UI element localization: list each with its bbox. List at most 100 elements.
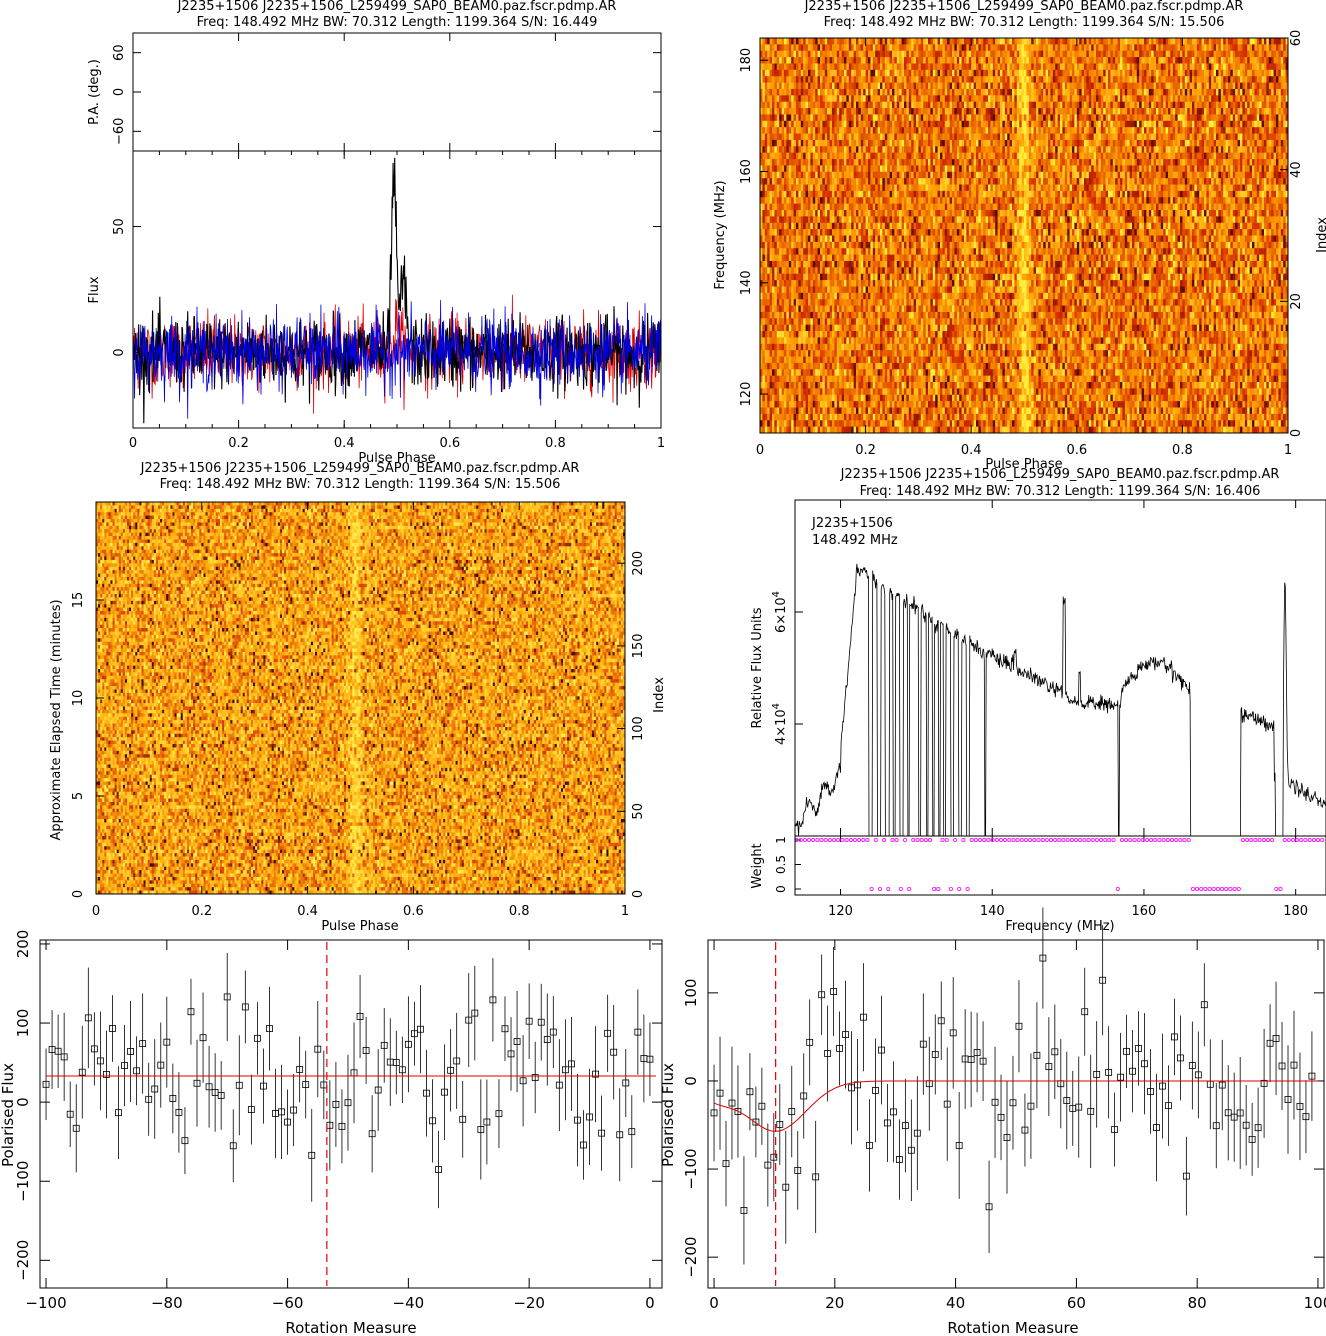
freq-phase-cell: [1280, 76, 1284, 83]
freq-phase-cell: [1132, 165, 1135, 173]
freq-phase-cell: [853, 139, 857, 147]
freq-phase-cell: [1117, 165, 1121, 173]
freq-phase-cell: [772, 63, 775, 71]
freq-phase-cell: [1280, 38, 1284, 45]
freq-phase-cell: [810, 108, 814, 115]
freq-phase-cell: [1096, 38, 1099, 45]
freq-phase-cell: [1271, 69, 1274, 77]
freq-phase-cell: [1244, 95, 1248, 103]
freq-phase-cell: [796, 44, 799, 52]
freq-phase-cell: [1220, 38, 1224, 45]
freq-phase-cell: [1108, 88, 1111, 96]
freq-phase-cell: [1240, 133, 1243, 141]
freq-phase-cell: [1264, 63, 1267, 71]
freq-phase-cell: [1163, 152, 1166, 160]
freq-phase-cell: [1278, 44, 1282, 52]
freq-phase-cell: [1220, 57, 1224, 64]
freq-phase-cell: [1045, 152, 1049, 160]
freq-phase-cell: [796, 63, 799, 71]
freq-phase-cell: [877, 108, 881, 115]
freq-phase-cell: [827, 120, 830, 128]
freq-phase-cell: [1110, 127, 1114, 134]
freq-phase-cell: [858, 120, 862, 128]
freq-phase-cell: [832, 95, 835, 103]
freq-phase-cell: [853, 114, 857, 122]
freq-phase-cell: [836, 82, 840, 90]
freq-phase-cell: [947, 82, 950, 90]
freq-phase-cell: [932, 38, 936, 45]
freq-phase-cell: [1028, 146, 1032, 154]
freq-phase-cell: [779, 127, 782, 134]
freq-phase-cell: [781, 63, 785, 71]
freq-phase-cell: [937, 69, 941, 77]
freq-phase-cell: [772, 69, 775, 77]
freq-phase-cell: [839, 133, 842, 141]
freq-phase-cell: [1062, 139, 1066, 147]
freq-phase-cell: [1158, 82, 1162, 90]
freq-phase-cell: [1124, 82, 1128, 90]
freq-phase-cell: [1117, 146, 1121, 154]
freq-phase-cell: [1096, 50, 1099, 58]
freq-phase-cell: [1069, 101, 1073, 109]
freq-phase-cell: [841, 63, 845, 71]
freq-phase-cell: [1024, 44, 1027, 52]
freq-phase-cell: [1213, 57, 1217, 64]
freq-phase-cell: [1091, 152, 1094, 160]
freq-phase-cell: [1160, 127, 1164, 134]
freq-phase-cell: [894, 38, 898, 45]
freq-phase-cell: [916, 171, 919, 179]
freq-phase-cell: [1014, 95, 1018, 103]
freq-phase-cell: [1220, 120, 1224, 128]
freq-phase-cell: [956, 139, 960, 147]
freq-phase-cell: [822, 57, 826, 64]
freq-phase-cell: [812, 165, 816, 173]
freq-phase-cell: [870, 152, 874, 160]
freq-phase-cell: [822, 108, 826, 115]
freq-phase-cell: [817, 108, 821, 115]
freq-phase-cell: [983, 171, 986, 179]
freq-phase-cell: [1050, 171, 1054, 179]
freq-phase-cell: [949, 165, 953, 173]
freq-phase-cell: [1093, 171, 1097, 179]
freq-phase-cell: [827, 57, 830, 64]
freq-phase-cell: [968, 38, 972, 45]
freq-phase-cell: [1184, 108, 1188, 115]
freq-phase-cell: [863, 101, 866, 109]
freq-phase-cell: [923, 146, 926, 154]
freq-phase-cell: [1129, 38, 1133, 45]
freq-phase-cell: [1175, 146, 1178, 154]
freq-phase-cell: [1040, 146, 1044, 154]
freq-phase-cell: [868, 127, 871, 134]
freq-phase-cell: [894, 76, 898, 83]
freq-phase-cell: [1256, 101, 1260, 109]
freq-phase-cell: [1141, 38, 1145, 45]
freq-phase-cell: [772, 101, 775, 109]
freq-phase-cell: [880, 88, 883, 96]
freq-phase-cell: [1136, 171, 1140, 179]
freq-phase-cell: [997, 146, 1001, 154]
freq-phase-cell: [1192, 57, 1195, 64]
freq-phase-cell: [1084, 76, 1087, 83]
freq-phase-cell: [853, 57, 857, 64]
freq-phase-cell: [990, 139, 994, 147]
freq-phase-cell: [959, 50, 962, 58]
freq-phase-cell: [1134, 95, 1138, 103]
freq-phase-cell: [1031, 139, 1034, 147]
freq-phase-cell: [772, 114, 775, 122]
freq-phase-cell: [908, 50, 912, 58]
freq-phase-cell: [1158, 152, 1162, 160]
freq-phase-cell: [1069, 114, 1073, 122]
freq-phase-cell: [997, 82, 1001, 90]
freq-phase-cell: [1103, 139, 1106, 147]
freq-phase-cell: [1060, 152, 1063, 160]
freq-phase-cell: [772, 82, 775, 90]
freq-phase-cell: [791, 171, 794, 179]
freq-phase-cell: [1012, 69, 1015, 77]
freq-phase-cell: [1218, 159, 1222, 166]
freq-phase-cell: [1139, 159, 1142, 166]
freq-phase-cell: [892, 114, 895, 122]
freq-phase-cell: [1225, 76, 1229, 83]
freq-phase-cell: [1067, 146, 1070, 154]
freq-phase-cell: [1045, 69, 1049, 77]
freq-phase-cell: [1261, 57, 1265, 64]
